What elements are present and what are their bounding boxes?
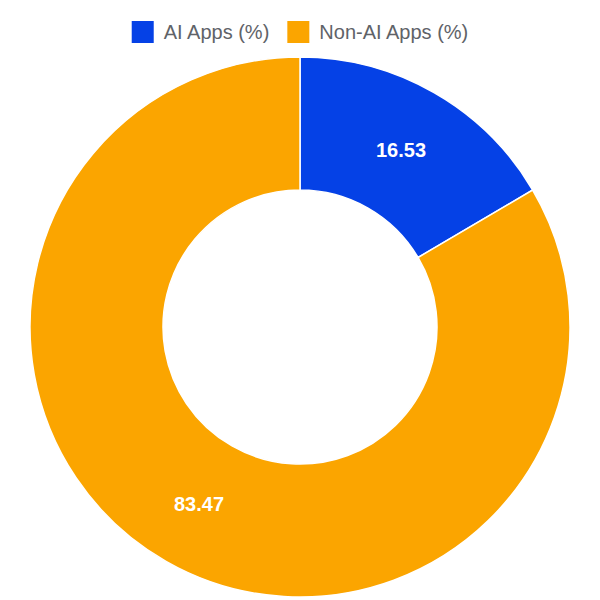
- legend: AI Apps (%) Non-AI Apps (%): [132, 21, 469, 43]
- legend-label: AI Apps (%): [164, 21, 270, 43]
- legend-item: Non-AI Apps (%): [287, 21, 468, 43]
- data-label: 83.47: [174, 493, 224, 515]
- data-labels: 16.53 83.47: [174, 139, 426, 514]
- slices: [30, 57, 570, 597]
- chart: 16.53 83.47 AI Apps (%) Non-AI Apps (%): [0, 0, 600, 600]
- data-label: 16.53: [376, 139, 426, 161]
- legend-label: Non-AI Apps (%): [319, 21, 468, 43]
- legend-swatch: [132, 21, 154, 43]
- legend-swatch: [287, 21, 309, 43]
- slice: [30, 57, 570, 597]
- legend-item: AI Apps (%): [132, 21, 270, 43]
